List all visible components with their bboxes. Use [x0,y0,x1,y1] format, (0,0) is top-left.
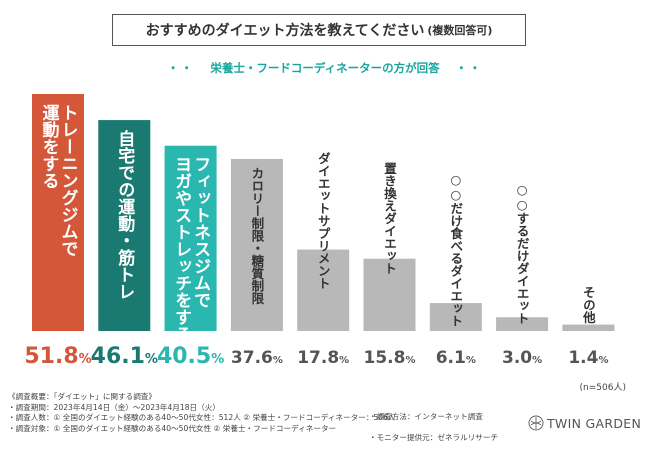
bar-2 [98,120,151,331]
bar-8 [496,317,549,331]
survey-footer: 《調査概要：「ダイエット」に関する調査》 ・調査期間：2023年4月14日（金）… [8,392,396,434]
logo-text: TWIN GARDEN [547,415,642,431]
bar-1 [32,94,84,331]
subtitle-dots-right: ・・ [455,61,483,75]
survey-footer-right: ・調査方法：インターネット調査 ・モニター提供元：ゼネラルリサーチ [369,412,498,444]
value-label-7: 6.1% [436,348,476,368]
bar-label-1-line-1: トレーニングジムで [58,104,79,257]
value-label-3: 40.5% [157,344,224,369]
value-label-6: 15.8% [364,348,416,368]
bar-3 [164,145,217,331]
bar-7 [429,303,482,331]
bar-label-6-line-1: 置き換えダイエット [382,162,397,275]
footer-line-2: ・調査期間：2023年4月14日（金）〜2023年4月18日（火） [8,402,220,412]
chart-title-box: おすすめのダイエット方法を教えてください (複数回答可) [112,14,526,46]
subtitle: ・・ 栄養士・フードコーディネーターの方が回答 ・・ [0,60,650,76]
footer-line-4: ・調査対象：① 全国のダイエット経験のある40〜50代女性 ② 栄養士・フードコ… [8,423,337,433]
bar-label-1-line-2: 運動をする [39,104,60,189]
subtitle-text: 栄養士・フードコーディネーターの方が回答 [210,61,440,75]
chart-title-note: (複数回答可) [427,24,493,37]
footer-provider: ・モニター提供元：ゼネラルリサーチ [369,433,499,443]
value-label-5: 17.8% [297,348,349,368]
bar-5 [297,249,350,331]
brand-logo: TWIN GARDEN [528,415,641,431]
value-label-8: 3.0% [502,348,542,368]
chart-title: おすすめのダイエット方法を教えてください [145,23,425,39]
subtitle-dots-left: ・・ [167,61,195,75]
bar-label-4-line-1: カロリー制限・糖質制限 [249,167,264,305]
twin-garden-logo-icon [528,415,544,431]
footer-method: ・調査方法：インターネット調査 [369,412,483,421]
bar-9 [562,324,615,331]
bar-label-3-line-2: ヨガやストレッチをする [171,156,192,343]
value-label-4: 37.6% [231,348,283,368]
value-label-1: 51.8% [24,344,91,369]
sample-size-note: (n=506人) [579,383,626,393]
bar-label-8-line-1: ○○するだけダイエット [515,182,530,325]
bar-6 [363,258,416,331]
bar-label-3-line-1: フィットネスジムで [190,156,211,309]
bar-4 [230,158,283,331]
footer-line-1: 《調査概要：「ダイエット」に関する調査》 [8,392,156,401]
bar-label-9-line-1: その他 [581,286,596,324]
value-label-9: 1.4% [568,348,608,368]
bar-label-2-line-1: 自宅での運動・筋トレ [114,129,136,300]
footer-line-3: ・調査人数：① 全国のダイエット経験のある40〜50代女性：512人 ② 栄養士… [8,413,396,423]
bar-label-5-line-1: ダイエットサプリメント [316,151,331,290]
bar-label-7-line-1: ○○だけ食べるダイエット [448,172,463,327]
value-label-2: 46.1% [91,344,158,369]
